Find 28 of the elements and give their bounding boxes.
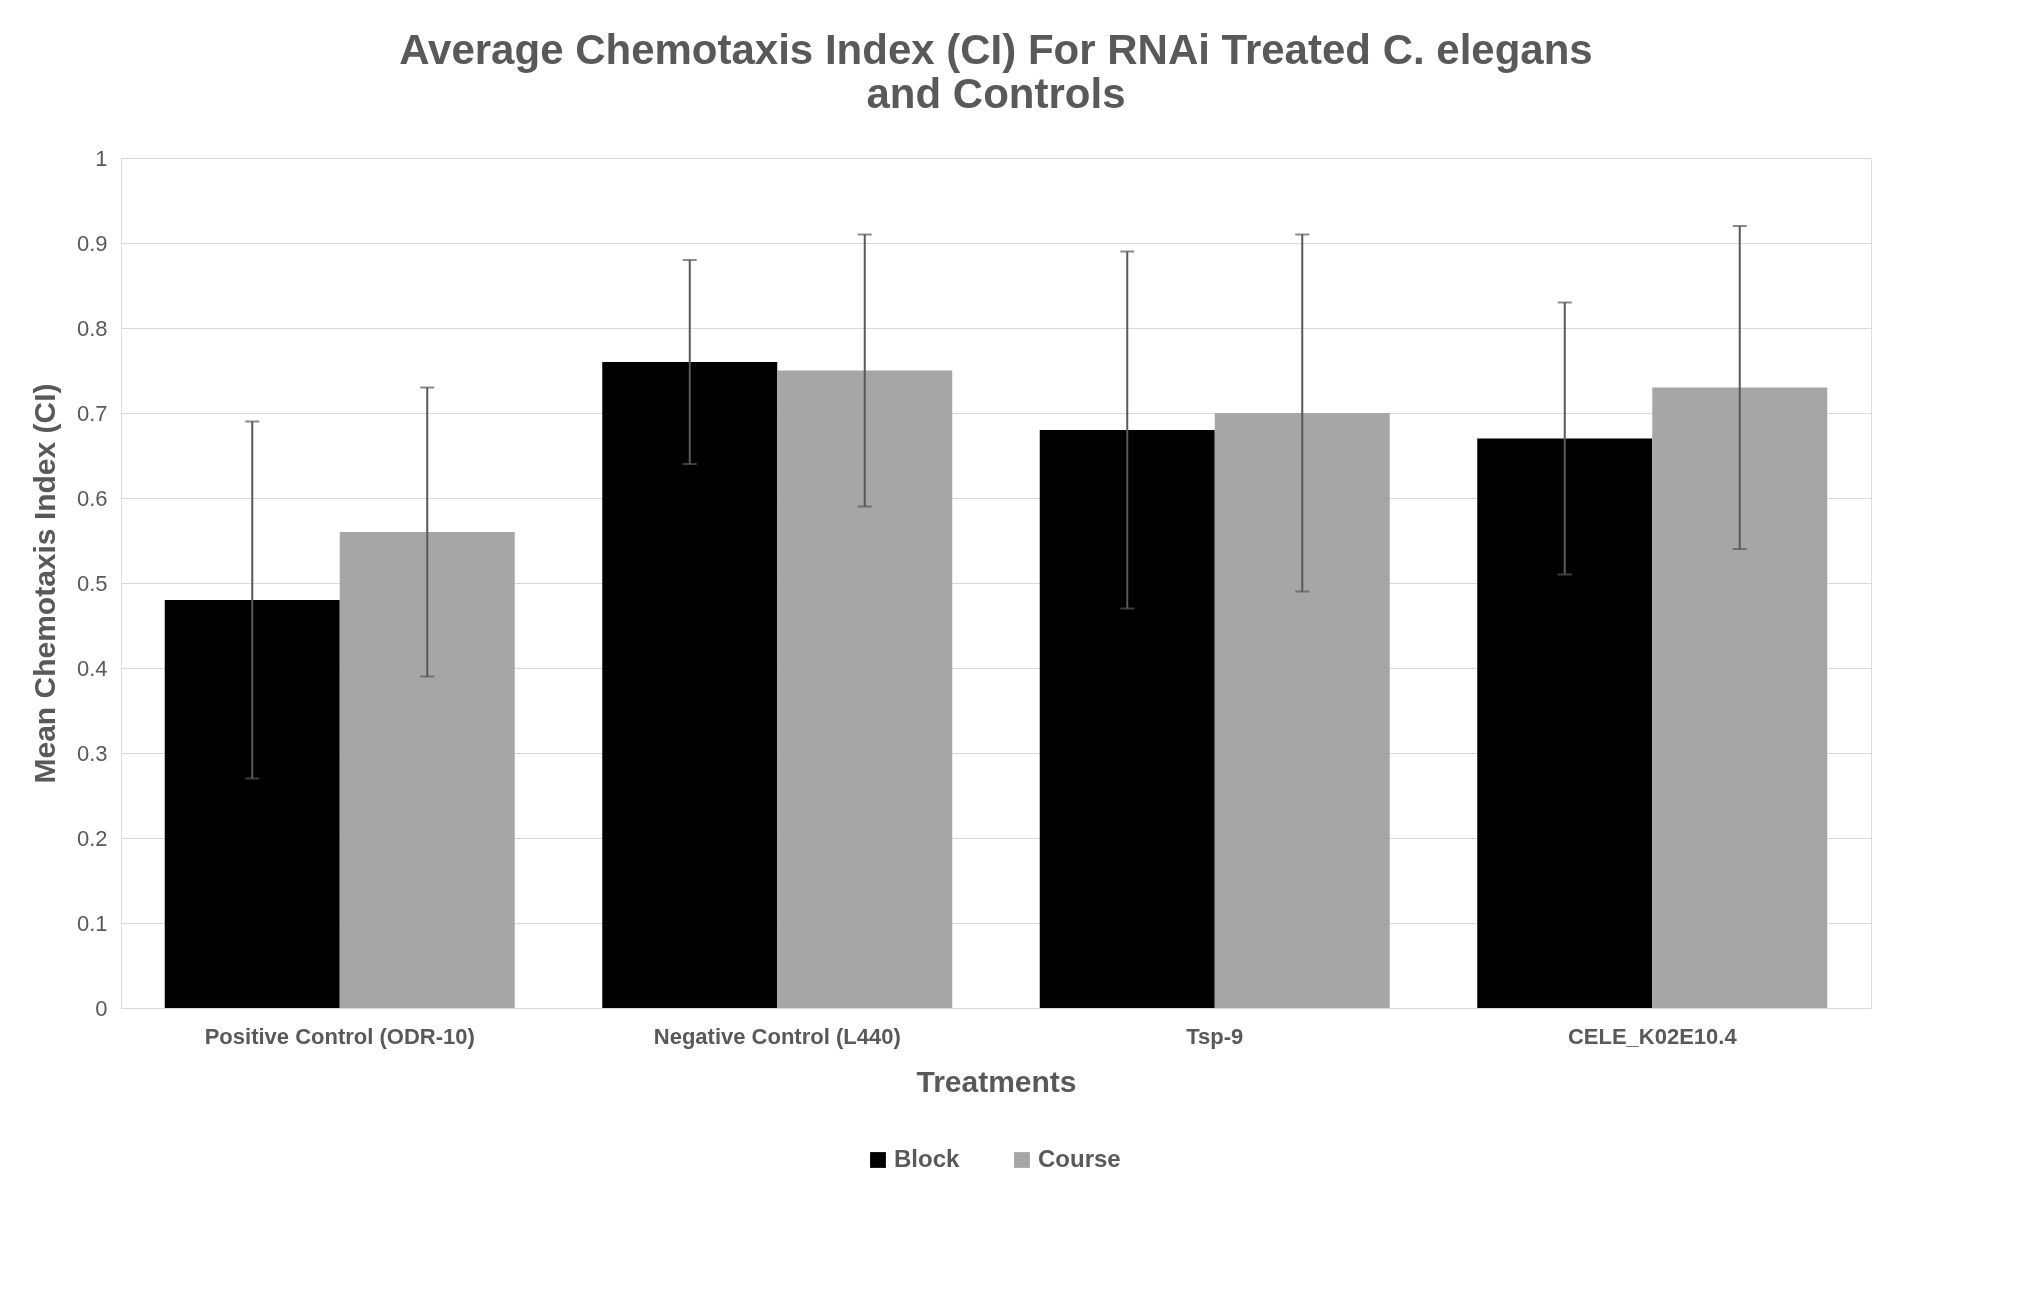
bar — [1652, 387, 1828, 1008]
x-axis-title: Treatments — [916, 1064, 1077, 1098]
bar — [1214, 413, 1390, 1008]
bar — [164, 600, 340, 1008]
bar — [1039, 430, 1215, 1008]
y-tick-label: 0.5 — [76, 570, 108, 596]
y-tick-label: 0.2 — [76, 825, 108, 851]
y-tick-label: 0 — [95, 995, 108, 1021]
bar — [602, 362, 778, 1008]
y-tick-label: 0.4 — [76, 655, 108, 681]
y-tick-label: 0.1 — [76, 910, 108, 936]
x-tick-label: Positive Control (ODR-10) — [204, 1023, 475, 1049]
x-tick-label: CELE_K02E10.4 — [1567, 1023, 1738, 1049]
y-axis-title: Mean Chemotaxis Index (CI) — [27, 383, 61, 784]
legend-label: Course — [1038, 1145, 1121, 1172]
y-tick-label: 0.6 — [76, 485, 108, 511]
x-tick-label: Negative Control (L440) — [653, 1023, 901, 1049]
y-tick-label: 0.3 — [76, 740, 108, 766]
y-tick-label: 0.7 — [76, 400, 108, 426]
legend-label: Block — [894, 1145, 961, 1172]
bar — [339, 532, 515, 1008]
y-tick-label: 0.8 — [76, 315, 108, 341]
y-tick-label: 0.9 — [76, 230, 108, 256]
chart-title: Average Chemotaxis Index (CI) For RNAi Treated C. elegans and Controls — [399, 26, 1593, 117]
bar — [777, 370, 953, 1008]
bar — [1477, 438, 1653, 1008]
y-tick-label: 1 — [95, 145, 108, 171]
x-tick-label: Tsp-9 — [1186, 1023, 1244, 1049]
